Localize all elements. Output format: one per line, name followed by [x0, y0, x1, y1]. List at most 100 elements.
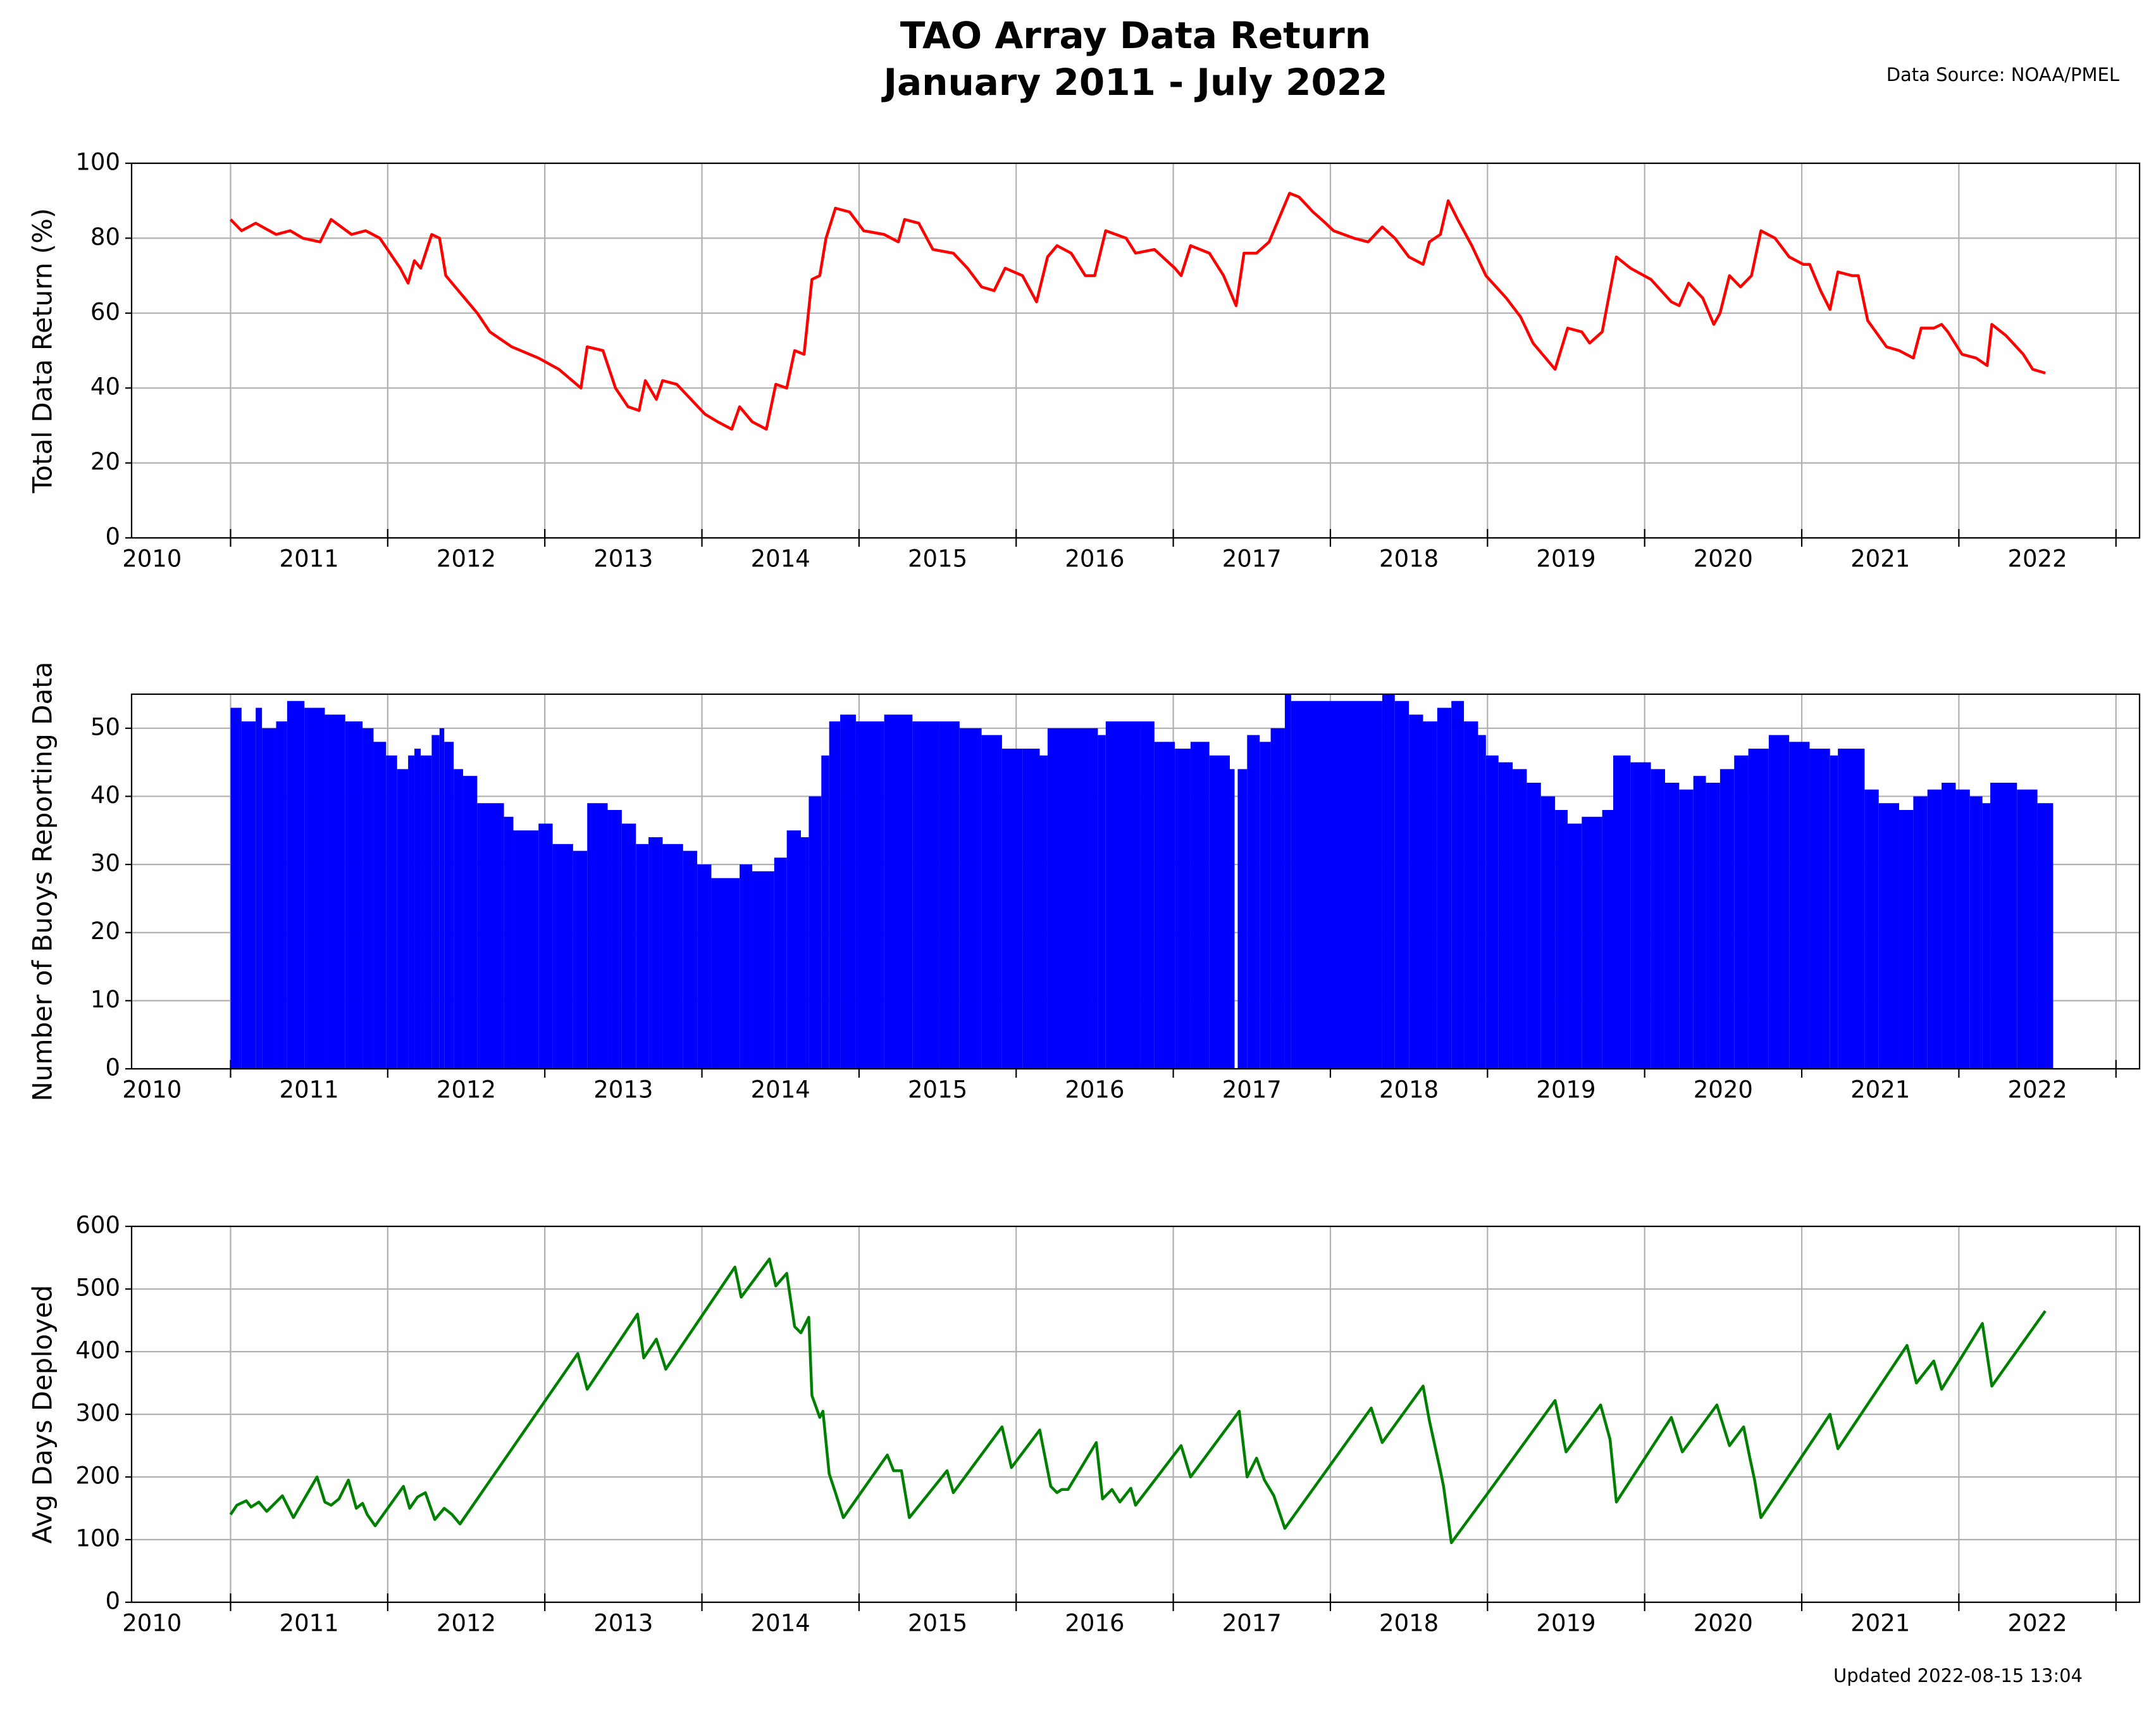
bar [1291, 701, 1382, 1069]
bar [1602, 809, 1614, 1069]
bar [808, 796, 822, 1069]
bar [362, 728, 374, 1069]
bar [1878, 803, 1900, 1069]
bar [408, 755, 415, 1069]
x-tick-label: 2019 [1536, 1076, 1595, 1104]
x-tick-label: 2012 [437, 545, 496, 573]
bar [587, 803, 608, 1069]
x-tick-label: 2018 [1379, 545, 1439, 573]
bar [1382, 694, 1395, 1069]
bar [774, 857, 787, 1069]
bar [1047, 728, 1092, 1069]
bar [1498, 762, 1513, 1069]
x-tick-label: 2019 [1536, 545, 1595, 573]
bar [821, 755, 829, 1069]
bar [1664, 782, 1680, 1069]
bar [1451, 701, 1465, 1069]
x-tick-label: 2016 [1065, 1610, 1124, 1637]
x-tick-label: 2013 [593, 545, 653, 573]
bar [1001, 749, 1023, 1069]
bar [386, 755, 397, 1069]
bar [621, 823, 636, 1069]
axes-frame [130, 1225, 2141, 1604]
bar [256, 707, 263, 1069]
bar [786, 830, 801, 1069]
bar [607, 809, 622, 1069]
bar [538, 823, 553, 1069]
bar [1423, 721, 1437, 1069]
bar [1789, 742, 1810, 1069]
bar [1990, 782, 2017, 1069]
x-tick-label: 2017 [1222, 1610, 1282, 1637]
bar [912, 721, 939, 1069]
bar [840, 714, 856, 1069]
bar [1899, 809, 1914, 1069]
bar [752, 871, 774, 1069]
bar [454, 769, 464, 1069]
bar [1527, 782, 1541, 1069]
bar [477, 803, 504, 1069]
bar [1154, 742, 1175, 1069]
y-tick-label: 20 [90, 448, 120, 475]
data-source: Data Source: NOAA/PMEL [1886, 64, 2119, 85]
bar [1613, 755, 1631, 1069]
bar [1630, 762, 1651, 1069]
x-tick-label: 2013 [593, 1076, 653, 1104]
bar [1830, 755, 1838, 1069]
bar [1409, 714, 1423, 1069]
bar [1734, 755, 1749, 1069]
bar [1838, 749, 1865, 1069]
x-tick-label: 2020 [1694, 1076, 1753, 1104]
y-tick-label: 100 [75, 149, 120, 176]
x-tick-label: 2016 [1065, 1076, 1124, 1104]
bar [1039, 755, 1048, 1069]
bar [414, 749, 421, 1069]
y-tick-label: 50 [90, 713, 120, 740]
bar [1555, 809, 1568, 1069]
bar [1270, 728, 1285, 1069]
y-tick-label: 40 [90, 373, 120, 401]
y-tick-label: 80 [90, 223, 120, 251]
bar [636, 844, 649, 1069]
y-tick-label: 20 [90, 918, 120, 945]
x-tick-label: 2017 [1222, 545, 1282, 573]
bar [1513, 769, 1527, 1069]
y-tick-label: 0 [105, 523, 120, 551]
bar [345, 721, 363, 1069]
bar [1464, 721, 1478, 1069]
bar [1913, 796, 1928, 1069]
x-tick-label: 2020 [1694, 1610, 1753, 1637]
bar [1098, 735, 1106, 1069]
bar [2037, 803, 2045, 1069]
x-tick-label: 2011 [280, 1076, 339, 1104]
bar [711, 878, 740, 1069]
y-tick-label: 60 [90, 298, 120, 325]
bar [939, 721, 960, 1069]
bar [1768, 735, 1790, 1069]
bar [1175, 749, 1191, 1069]
bar [2045, 803, 2054, 1069]
bar [1190, 742, 1210, 1069]
bar [397, 769, 409, 1069]
bar [1679, 789, 1694, 1069]
bar [959, 728, 982, 1069]
axes-frame [130, 693, 2141, 1070]
bar [373, 742, 387, 1069]
data-line [229, 192, 2046, 431]
bar [431, 735, 440, 1069]
updated-note: Updated 2022-08-15 13:04 [1833, 1665, 2083, 1686]
bar [552, 844, 573, 1069]
bar [573, 850, 588, 1069]
bar [241, 721, 256, 1069]
x-tick-label: 2022 [2007, 545, 2067, 573]
x-tick-label: 2022 [2007, 1610, 2067, 1637]
bar [230, 707, 242, 1069]
bar [325, 714, 345, 1069]
bar [304, 707, 325, 1069]
x-tick-label: 2015 [908, 545, 967, 573]
bar [1748, 749, 1769, 1069]
y-tick-label: 600 [75, 1212, 120, 1239]
bar [1719, 769, 1735, 1069]
bar [1955, 789, 1970, 1069]
